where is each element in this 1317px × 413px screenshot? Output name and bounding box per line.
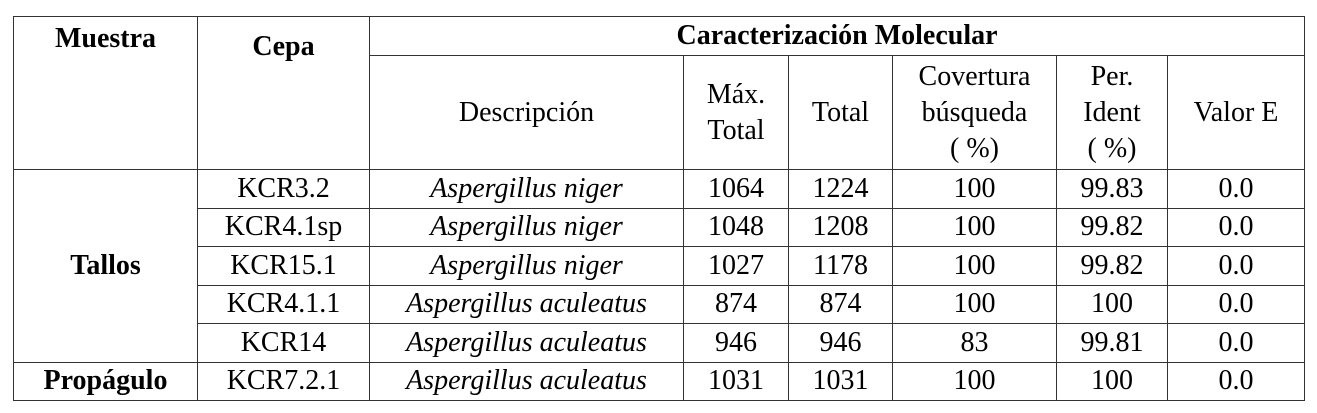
valor-e-cell: 0.0 [1166,169,1306,209]
per-ident-cell: 99.83 [1056,169,1168,209]
header-max-total-line1: Máx. [706,78,766,110]
header-per-ident-line2: Ident [1083,96,1141,128]
per-ident-cell: 100 [1056,361,1168,401]
header-caracterizacion-molecular: Caracterización Molecular [368,16,1306,56]
cobertura-cell: 100 [892,246,1057,286]
cobertura-cell: 83 [892,323,1057,363]
total-cell: 1178 [788,246,893,286]
header-max-total-line2: Total [707,114,765,146]
valor-e-cell: 0.0 [1166,323,1306,363]
cepa-cell: KCR3.2 [197,169,370,209]
muestra-cell-tallos: Tallos [13,169,198,363]
header-cobertura-line1: Covertura [918,60,1031,92]
total-cell: 946 [788,323,893,363]
header-per-ident-line1: Per. [1090,60,1134,92]
table-row: KCR14 Aspergillus aculeatus 946 946 83 9… [14,323,1306,363]
per-ident-cell: 100 [1056,284,1168,324]
max-total-cell: 1027 [683,246,789,286]
header-per-ident-line3: ( %) [1087,132,1137,164]
valor-e-cell: 0.0 [1166,284,1306,324]
cobertura-cell: 100 [892,361,1057,401]
total-cell: 1224 [788,169,893,209]
valor-e-cell: 0.0 [1166,246,1306,286]
molecular-characterization-table: Muestra Cepa Caracterización Molecular D… [13,16,1306,401]
per-ident-cell: 99.82 [1056,246,1168,286]
per-ident-cell: 99.81 [1056,323,1168,363]
table-row: Tallos KCR3.2 Aspergillus niger 1064 122… [13,169,1306,363]
max-total-cell: 1048 [683,207,789,247]
header-max-total: Máx. Total [683,55,789,170]
valor-e-cell: 0.0 [1166,207,1306,247]
descripcion-cell: Aspergillus aculeatus [369,361,684,401]
header-cepa: Cepa [197,16,370,170]
valor-e-cell: 0.0 [1166,361,1306,401]
max-total-cell: 1031 [683,361,789,401]
cobertura-cell: 100 [892,207,1057,247]
header-total: Total [788,55,893,170]
descripcion-cell: Aspergillus aculeatus [369,323,684,363]
table-row: KCR4.1.1 Aspergillus aculeatus 874 874 1… [14,284,1306,324]
max-total-cell: 874 [683,284,789,324]
cepa-cell: KCR4.1sp [197,207,370,247]
max-total-cell: 1064 [683,169,789,209]
cepa-cell: KCR7.2.1 [197,361,370,401]
muestra-cell-propagulo: Propágulo [13,361,198,401]
header-cobertura-line3: ( %) [950,132,999,164]
header-muestra: Muestra [13,16,198,170]
header-cobertura: Covertura búsqueda ( %) [892,55,1057,170]
header-per-ident: Per. Ident ( %) [1056,55,1168,170]
header-valor-e: Valor E [1166,55,1306,170]
table-row: Propágulo KCR7.2.1 Aspergillus aculeatus… [13,361,1306,401]
header-descripcion: Descripción [369,55,684,170]
cobertura-cell: 100 [892,284,1057,324]
table-row: KCR15.1 Aspergillus niger 1027 1178 100 … [14,246,1306,286]
cepa-cell: KCR4.1.1 [197,284,370,324]
descripcion-cell: Aspergillus niger [369,246,684,286]
table-row: KCR4.1sp Aspergillus niger 1048 1208 100… [14,207,1306,247]
max-total-cell: 946 [683,323,789,363]
header-cobertura-line2: búsqueda [921,96,1028,128]
total-cell: 1031 [788,361,893,401]
descripcion-cell: Aspergillus niger [369,169,684,209]
cepa-cell: KCR14 [197,323,370,363]
descripcion-cell: Aspergillus aculeatus [369,284,684,324]
total-cell: 1208 [788,207,893,247]
cepa-cell: KCR15.1 [197,246,370,286]
descripcion-cell: Aspergillus niger [369,207,684,247]
cobertura-cell: 100 [892,169,1057,209]
per-ident-cell: 99.82 [1056,207,1168,247]
total-cell: 874 [788,284,893,324]
